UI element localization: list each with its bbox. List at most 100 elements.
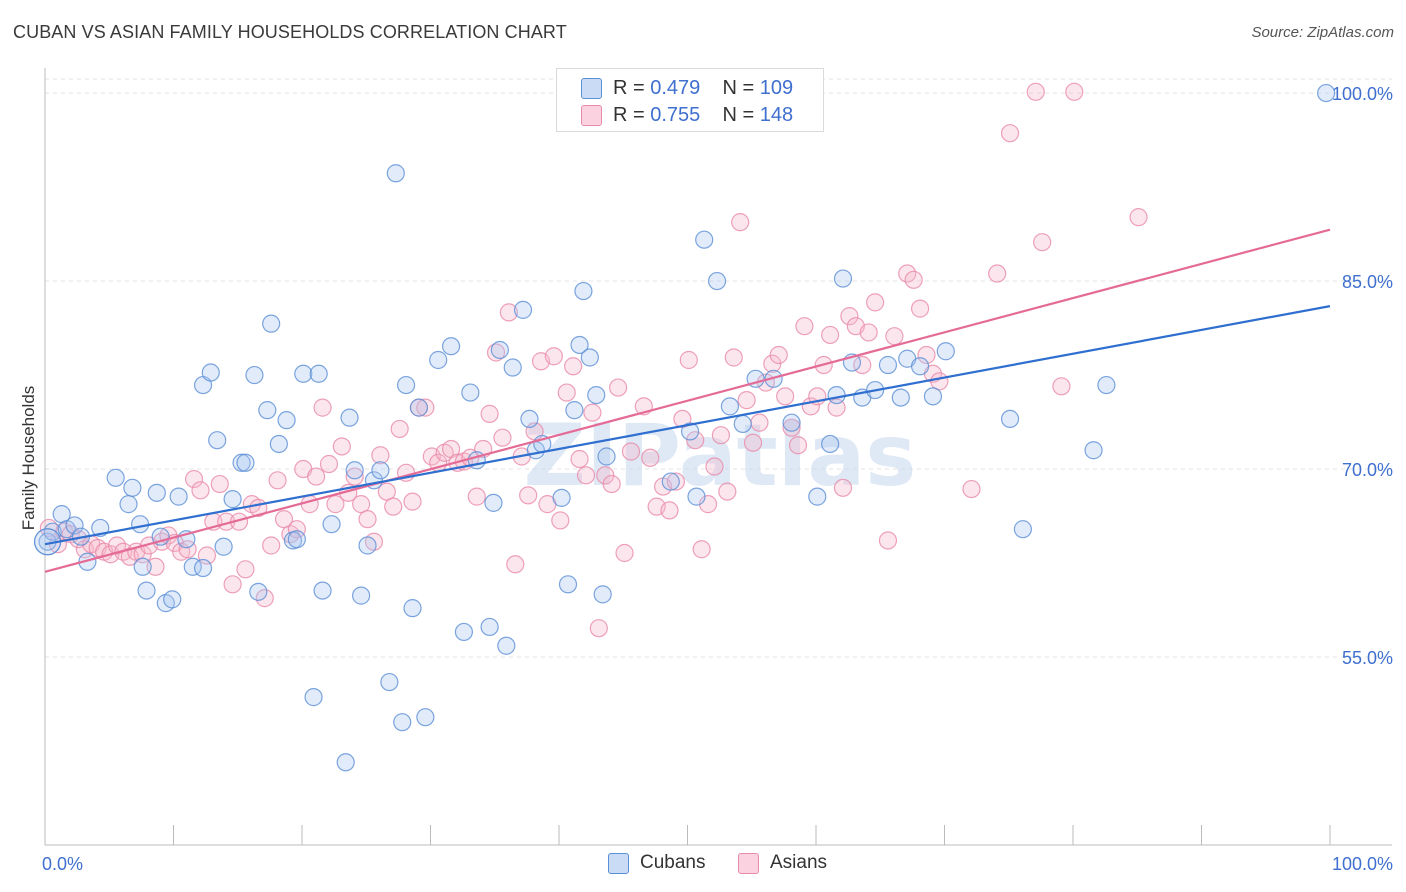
asian-point: [326, 495, 345, 514]
asian-point: [910, 299, 930, 318]
cuban-point: [106, 468, 125, 487]
cuban-point: [891, 388, 910, 407]
cuban-point: [371, 461, 390, 480]
asian-point: [1129, 208, 1148, 227]
cuban-point: [208, 431, 227, 450]
cuban-point: [570, 335, 589, 355]
asian-point: [146, 557, 165, 576]
asian-point: [557, 383, 576, 402]
x-tick-label: 100.0%: [1332, 854, 1393, 874]
cuban-point: [304, 688, 323, 707]
cuban-point: [454, 622, 474, 642]
asian-points: [39, 82, 1148, 638]
cuban-point: [345, 461, 364, 480]
cuban-point: [133, 557, 152, 576]
asian-point: [268, 471, 287, 490]
asian-point: [731, 213, 750, 232]
cuban-point: [484, 493, 503, 512]
asian-trend-line: [44, 228, 1331, 573]
asian-point: [274, 510, 294, 529]
asian-point: [467, 487, 486, 506]
chart-title: CUBAN VS ASIAN FAMILY HOUSEHOLDS CORRELA…: [13, 22, 567, 42]
asian-point: [570, 449, 589, 469]
asian-point: [262, 536, 281, 555]
cuban-point: [680, 422, 700, 441]
cuban-point: [386, 164, 405, 183]
n-value: 148: [759, 104, 794, 126]
asian-point: [833, 478, 853, 497]
cuban-point: [393, 713, 412, 732]
asian-point: [1052, 377, 1071, 396]
asian-point: [1000, 124, 1020, 143]
asian-point: [840, 307, 859, 326]
asians-swatch: [738, 853, 759, 874]
asian-point: [589, 619, 608, 638]
cuban-point: [336, 753, 355, 772]
asian-point: [390, 419, 409, 439]
cuban-point: [878, 355, 898, 375]
asian-point: [377, 482, 396, 501]
asian-point: [641, 448, 660, 467]
cuban-point: [396, 375, 416, 395]
legend-label-cubans: Cubans: [640, 852, 706, 873]
legend-cubans-text: R = 0.479 N = 109: [613, 77, 793, 100]
asian-point: [602, 474, 621, 494]
cuban-point: [574, 281, 593, 301]
cuban-point: [733, 414, 752, 434]
asian-point: [358, 510, 377, 529]
asian-point: [962, 479, 981, 499]
cuban-point: [352, 586, 371, 605]
cuban-point: [461, 383, 480, 402]
asian-point: [660, 501, 679, 520]
cuban-point: [695, 230, 714, 249]
asian-point: [692, 540, 711, 559]
asian-point: [859, 323, 878, 342]
cuban-point: [910, 357, 930, 376]
asian-point: [666, 472, 686, 491]
cuban-point: [245, 365, 264, 385]
asian-point: [904, 270, 923, 289]
asian-point: [506, 555, 525, 574]
cuban-point: [416, 708, 435, 727]
cuban-point: [201, 363, 220, 382]
cuban-point: [827, 385, 846, 405]
cuban-point: [833, 269, 853, 288]
asian-point: [319, 454, 339, 474]
cuban-point: [923, 387, 943, 406]
asian-point: [782, 418, 801, 437]
cuban-point: [358, 536, 377, 555]
cuban-points: [33, 83, 1336, 772]
asian-point: [743, 433, 763, 452]
cuban-point: [294, 364, 313, 383]
cuban-point: [503, 358, 522, 377]
asian-point: [564, 357, 583, 376]
asian-point: [287, 520, 306, 539]
asian-point: [223, 575, 242, 594]
asian-point: [313, 398, 332, 417]
cuban-point: [169, 487, 188, 506]
asian-point: [519, 486, 538, 505]
cuban-point: [580, 348, 599, 367]
asian-point: [371, 446, 390, 465]
asian-point: [711, 426, 731, 445]
asian-point: [236, 560, 255, 579]
asian-point: [352, 495, 371, 514]
asian-point: [878, 531, 898, 550]
cuban-point: [558, 575, 578, 594]
cuban-point: [214, 537, 233, 556]
cuban-point: [687, 487, 706, 506]
cuban-point: [313, 581, 332, 600]
asian-point: [615, 543, 634, 563]
cuban-point: [936, 342, 955, 361]
cuban-point: [1000, 409, 1020, 429]
cuban-point: [490, 340, 509, 360]
asian-point: [769, 345, 788, 365]
axes: [44, 68, 1392, 846]
asian-point: [300, 495, 319, 514]
asian-point: [384, 497, 403, 516]
asian-point: [679, 350, 698, 370]
cuban-point: [309, 364, 328, 383]
cuban-point: [552, 488, 571, 507]
cuban-point: [821, 434, 840, 454]
asian-point: [621, 442, 641, 461]
